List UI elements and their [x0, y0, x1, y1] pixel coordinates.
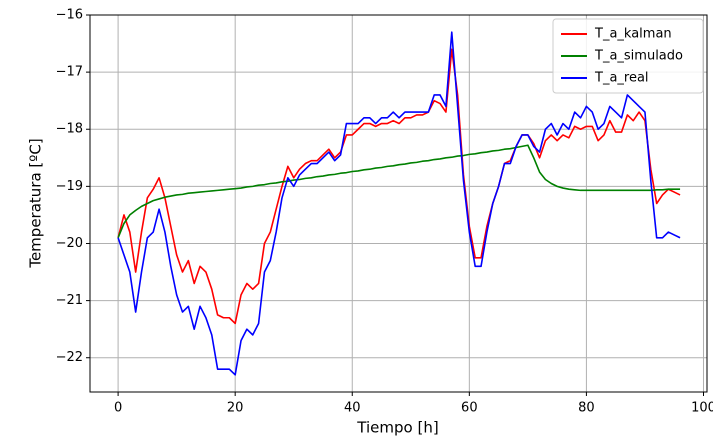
x-axis-label: Tiempo [h] — [356, 419, 438, 437]
y-tick-label: −22 — [56, 350, 83, 365]
y-tick-label: −19 — [56, 179, 83, 194]
x-tick-label: 100 — [691, 401, 713, 416]
y-tick-label: −16 — [56, 8, 83, 23]
x-tick-label: 80 — [578, 401, 595, 416]
y-tick-label: −17 — [56, 65, 83, 80]
y-tick-label: −20 — [56, 236, 83, 251]
legend-label: T_a_real — [594, 71, 649, 86]
series-line — [117, 144, 681, 239]
x-tick-label: 0 — [114, 401, 122, 416]
legend-label: T_a_simulado — [594, 49, 683, 64]
x-tick-label: 60 — [461, 401, 478, 416]
series-line — [117, 48, 681, 325]
y-tick-label: −18 — [56, 122, 83, 137]
axes-frame — [89, 14, 708, 393]
y-axis-label: Temperatura [ºC] — [27, 138, 45, 268]
x-tick-label: 20 — [227, 401, 244, 416]
series-line — [117, 31, 681, 376]
y-tick-label: −21 — [56, 293, 83, 308]
legend-box — [552, 18, 704, 94]
x-tick-label: 40 — [344, 401, 361, 416]
legend-label: T_a_kalman — [594, 27, 672, 42]
